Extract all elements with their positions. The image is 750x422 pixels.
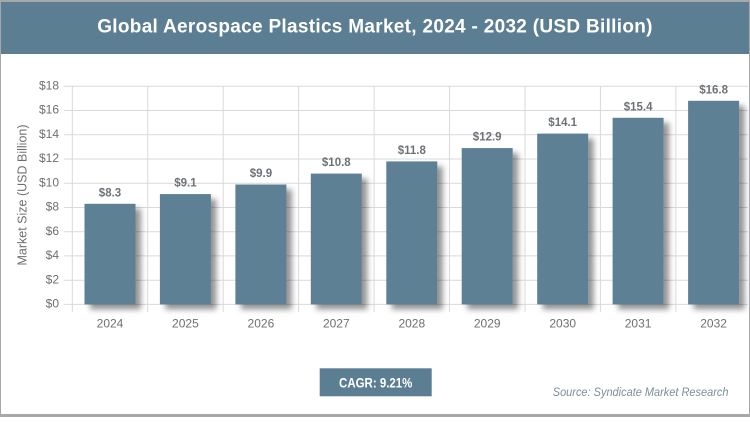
svg-text:$14: $14 — [39, 127, 59, 141]
svg-text:$4: $4 — [46, 248, 60, 262]
svg-text:$8: $8 — [46, 200, 60, 214]
svg-text:2031: 2031 — [625, 317, 652, 331]
svg-text:$15.4: $15.4 — [624, 101, 653, 113]
svg-text:$14.1: $14.1 — [548, 117, 577, 129]
svg-text:$12: $12 — [39, 151, 59, 165]
svg-text:2030: 2030 — [549, 317, 576, 331]
svg-text:$16: $16 — [39, 103, 59, 117]
svg-text:2025: 2025 — [172, 317, 199, 331]
svg-text:$10: $10 — [39, 175, 59, 189]
svg-text:2026: 2026 — [248, 317, 275, 331]
svg-text:Source: Syndicate Market Resea: Source: Syndicate Market Research — [553, 387, 729, 400]
svg-text:$6: $6 — [46, 224, 60, 238]
svg-text:$10.8: $10.8 — [322, 157, 351, 169]
svg-text:$9.9: $9.9 — [250, 168, 272, 180]
svg-text:$8.3: $8.3 — [99, 187, 121, 199]
svg-text:$9.1: $9.1 — [174, 178, 197, 190]
svg-text:2024: 2024 — [97, 317, 124, 331]
svg-text:2027: 2027 — [323, 317, 350, 331]
svg-text:2029: 2029 — [474, 317, 501, 331]
svg-text:$0: $0 — [46, 297, 60, 311]
svg-text:$2: $2 — [46, 272, 60, 286]
svg-text:2032: 2032 — [700, 317, 727, 331]
svg-text:Market Size (USD Billion): Market Size (USD Billion) — [16, 124, 30, 265]
svg-text:$16.8: $16.8 — [699, 84, 728, 96]
svg-text:Global Aerospace Plastics Mark: Global Aerospace Plastics Market, 2024 -… — [97, 16, 653, 37]
svg-text:$18: $18 — [39, 79, 59, 93]
svg-text:2028: 2028 — [398, 317, 425, 331]
svg-text:$11.8: $11.8 — [398, 145, 427, 157]
svg-text:$12.9: $12.9 — [473, 132, 502, 144]
svg-text:CAGR: 9.21%: CAGR: 9.21% — [339, 374, 413, 390]
